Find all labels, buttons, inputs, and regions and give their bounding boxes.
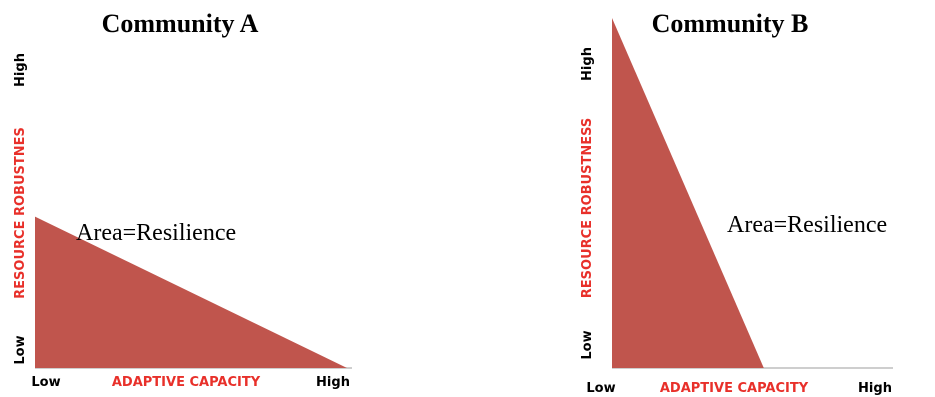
panel-a-x-low-label: Low [31,375,60,390]
panel-b-x-high-label: High [858,381,892,396]
panel-b-y-axis-title: RESOURCE ROBUSTNESS [580,118,595,298]
panel-b-y-high-label: High [580,47,595,81]
panel-community-b: Community B Area=Resilience Low ADAPTIVE… [580,9,893,396]
panel-a-resilience-triangle [35,216,347,368]
panel-b-x-low-label: Low [586,381,615,396]
panel-a-area-label: Area=Resilience [76,220,236,246]
panel-b-area-label: Area=Resilience [727,212,887,238]
panel-b-x-axis-title: ADAPTIVE CAPACITY [660,381,809,396]
panel-b-resilience-triangle [612,18,764,368]
panel-a-x-high-label: High [316,375,350,390]
panel-b-title: Community B [652,9,809,38]
panel-b-y-low-label: Low [580,330,595,359]
panel-a-y-axis-title: RESOURCE ROBUSTNES [13,127,28,299]
panel-a-y-high-label: High [13,53,28,87]
panel-a-title: Community A [102,9,259,38]
panel-a-y-low-label: Low [13,335,28,364]
panel-a-x-axis-title: ADAPTIVE CAPACITY [112,375,261,390]
panel-community-a: Community A Area=Resilience Low ADAPTIVE… [13,9,352,390]
